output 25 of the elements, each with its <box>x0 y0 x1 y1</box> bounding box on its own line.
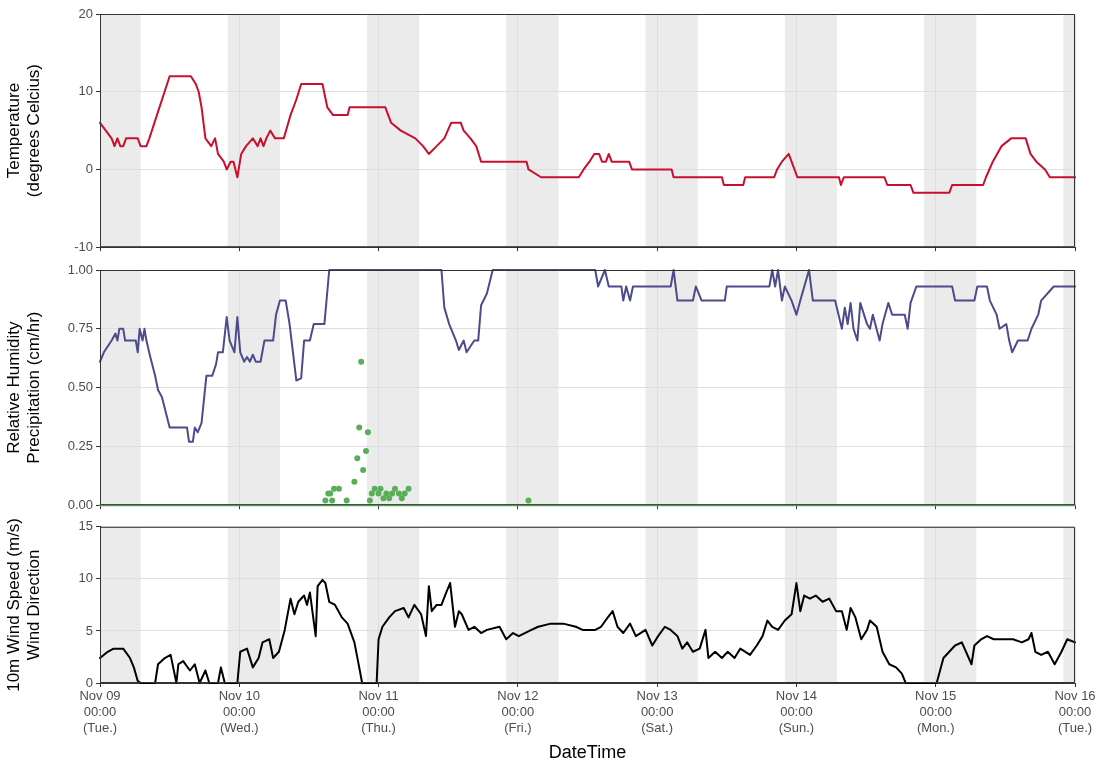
x-tick-label: Nov 09 00:00 (Tue.) <box>79 688 121 735</box>
y-tick-label: 0 <box>85 674 93 690</box>
x-axis-title: DateTime <box>548 742 627 763</box>
x-tick-label: Nov 12 00:00 (Fri.) <box>497 688 539 735</box>
x-tick-label: Nov 13 00:00 (Sat.) <box>636 688 678 735</box>
x-tick-label: Nov 15 00:00 (Mon.) <box>915 688 957 735</box>
x-tick-label: Nov 11 00:00 (Thu.) <box>358 688 399 735</box>
y-tick-label: 0.00 <box>67 496 93 512</box>
y-tick-label: 0 <box>85 161 93 177</box>
y-tick-label: 10 <box>78 570 93 586</box>
y-tick-label: 20 <box>78 5 93 21</box>
x-tick-label: Nov 14 00:00 (Sun.) <box>775 688 818 735</box>
x-tick-label: Nov 10 00:00 (Wed.) <box>218 688 260 735</box>
y-tick-label: 15 <box>78 518 93 534</box>
y-axis-title: Relative Humidity Precipitation (cm/hr) <box>3 311 44 464</box>
y-tick-label: 0.75 <box>67 320 93 336</box>
y-tick-label: 0.50 <box>67 379 93 395</box>
y-tick-label: 0.25 <box>67 437 93 453</box>
y-axis-title: 10m Wind Speed (m/s) Wind Direction <box>3 517 44 692</box>
y-tick-label: 10 <box>78 83 93 99</box>
x-tick-label: Nov 16 00:00 (Tue.) <box>1054 688 1096 735</box>
y-tick-label: 1.00 <box>67 261 93 277</box>
y-tick-label: 5 <box>85 622 93 638</box>
y-tick-label: -10 <box>74 238 93 254</box>
y-axis-title: Temperature (degrees Celcius) <box>3 63 44 198</box>
